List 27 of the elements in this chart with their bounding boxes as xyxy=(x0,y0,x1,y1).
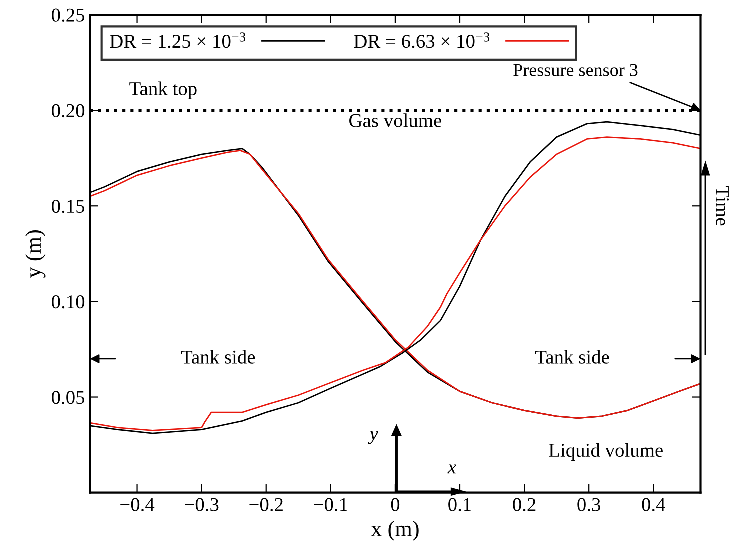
y-tick-label: 0.10 xyxy=(52,296,85,309)
text: Time xyxy=(716,186,730,226)
x-tick-label: 0 xyxy=(391,498,400,512)
annotation: Pressure sensor 3 xyxy=(514,64,638,76)
x-axis-title: x (m) xyxy=(371,520,419,542)
x-tick-label: −0.4 xyxy=(120,498,155,512)
y-tick-label: 0.15 xyxy=(52,200,85,214)
annotation: y xyxy=(368,431,378,444)
y-tick-label: 0.05 xyxy=(52,391,85,404)
legend-label: DR = 1.25 × 10$^{−3}$ xyxy=(110,32,246,48)
x-tick-label: −0.2 xyxy=(250,498,283,512)
annotation: x xyxy=(448,464,456,474)
y-axis-title: y (m) xyxy=(26,230,46,278)
x-tick-label: −0.3 xyxy=(185,498,219,512)
annotation: Tank side xyxy=(181,350,256,364)
y-tick-label: 0.20 xyxy=(52,104,85,118)
legend-label: DR = 6.63 × 10$^{−3}$ xyxy=(354,32,490,48)
x-tick-label: 0.4 xyxy=(642,498,666,512)
x-tick-label: 0.2 xyxy=(513,498,536,512)
annotation: Gas volume xyxy=(350,114,442,128)
x-tick-label: 0.3 xyxy=(578,498,600,512)
x-tick-label: 0.1 xyxy=(448,498,471,512)
annotation: Tank side xyxy=(535,350,610,364)
x-tick-label: −0.1 xyxy=(314,498,348,512)
annotation: Liquid volume xyxy=(549,443,663,462)
y-tick-label: 0.25 xyxy=(52,8,85,22)
ref-line-label: Tank top xyxy=(130,82,197,100)
